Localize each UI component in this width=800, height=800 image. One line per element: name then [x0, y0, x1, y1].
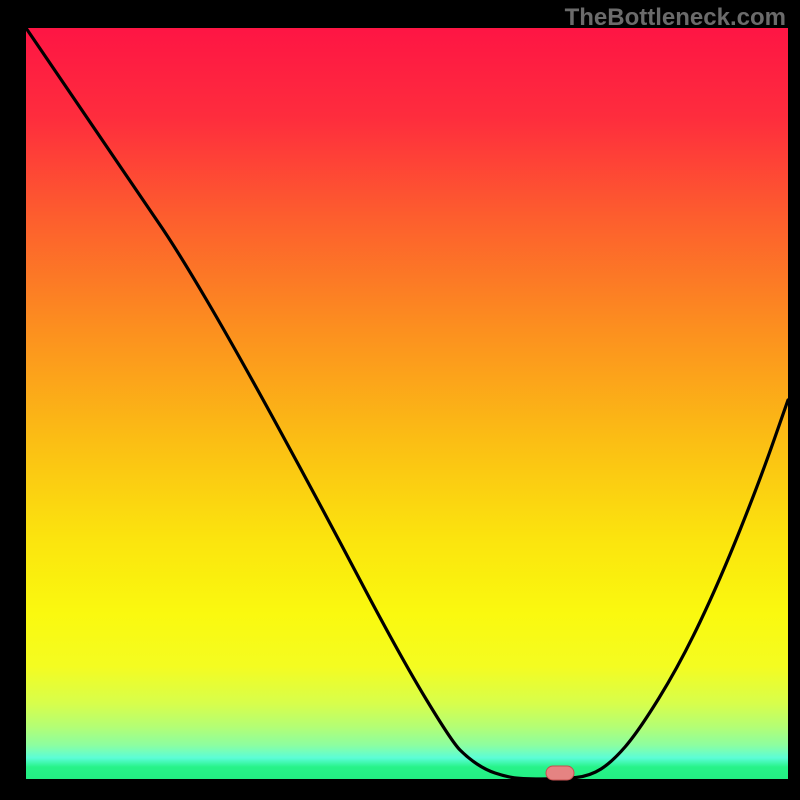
- attribution-label: TheBottleneck.com: [565, 4, 786, 32]
- chart-frame: TheBottleneck.com: [0, 0, 800, 800]
- bottleneck-chart: [0, 0, 800, 800]
- optimal-marker: [546, 766, 574, 780]
